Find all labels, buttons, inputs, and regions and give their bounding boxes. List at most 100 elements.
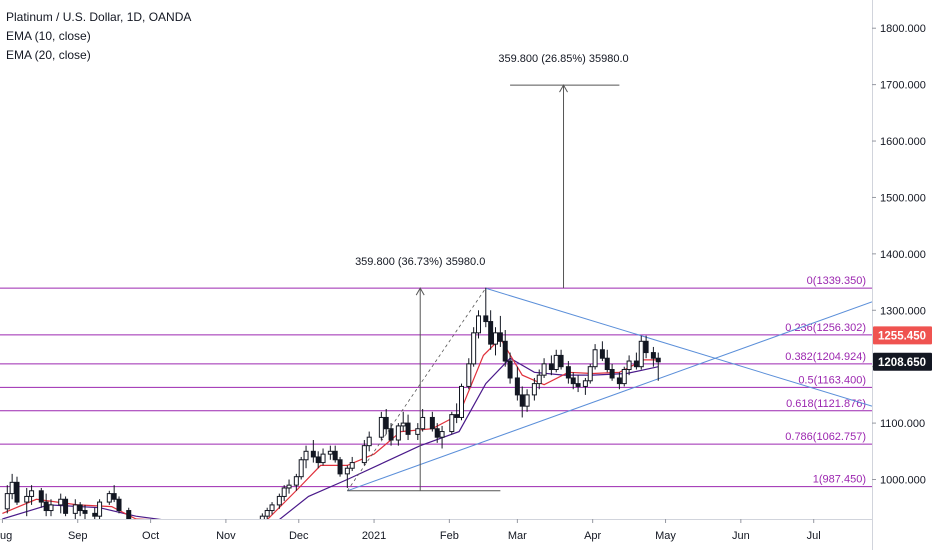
x-tick-label: Sep: [68, 530, 88, 542]
fib-level-label: 0.236(1256.302): [785, 322, 866, 334]
candle-body: [383, 416, 389, 430]
chart-legend: Platinum / U.S. Dollar, 1D, OANDA EMA (1…: [6, 8, 191, 65]
measure-dashed-line: [347, 287, 487, 492]
measure-arrowhead: [415, 287, 425, 296]
candle-body: [327, 450, 333, 455]
candle-body: [388, 428, 394, 441]
candle-body: [536, 374, 542, 385]
fib-level-label: 0.5(1163.400): [798, 374, 866, 386]
candle-body: [626, 360, 632, 371]
fib-level-label: 1(987.450): [813, 474, 866, 486]
candle-body: [58, 498, 64, 506]
candle-body: [420, 416, 426, 430]
fib-level-label: 0.786(1062.757): [785, 431, 866, 443]
y-tick-label: 1500.000: [880, 192, 926, 204]
candle-body: [558, 354, 564, 368]
price-tag: [873, 352, 932, 371]
candle-body: [476, 315, 482, 334]
x-tick-label: Jul: [807, 530, 821, 542]
candle-body: [286, 484, 292, 489]
candle-body: [502, 340, 508, 362]
candle-body: [111, 493, 117, 500]
candle-body: [43, 501, 49, 512]
ema20-legend[interactable]: EMA (20, close): [6, 48, 91, 62]
y-tick-label: 1000.000: [880, 475, 926, 487]
candle-body: [366, 436, 372, 447]
candle-body: [621, 369, 627, 385]
chart-title: Platinum / U.S. Dollar, 1D, OANDA: [6, 10, 192, 24]
candle-body: [92, 512, 98, 517]
x-tick-label: May: [655, 530, 676, 542]
candle-body: [276, 495, 282, 506]
fib-level-label: 0(1339.350): [807, 275, 866, 287]
candle-body: [29, 490, 35, 497]
y-tick-label: 1700.000: [880, 80, 926, 92]
x-tick-label: 2021: [362, 530, 386, 542]
candle-body: [643, 340, 649, 354]
measure-label: 359.800 (36.73%) 35980.0: [355, 256, 485, 268]
trendline: [347, 301, 872, 492]
plot-area: 0(1339.350) 0.236(1256.302) 0.382(1204.924…: [0, 53, 872, 530]
candle-body: [429, 416, 435, 430]
candle-body: [439, 431, 445, 438]
candle-body: [126, 510, 132, 519]
x-tick-label: Nov: [216, 530, 236, 542]
candle-body: [310, 450, 316, 458]
candle-body: [459, 385, 465, 418]
candle-body: [378, 416, 384, 438]
trendline: [485, 287, 872, 407]
candle-body: [77, 504, 83, 512]
candle-body: [565, 366, 571, 379]
candle-body: [497, 332, 503, 342]
candle-body: [548, 363, 554, 371]
candle-body: [344, 467, 350, 475]
candle-body: [582, 380, 588, 387]
candle-body: [570, 377, 576, 385]
candle-body: [281, 487, 287, 497]
candle-body: [82, 510, 88, 514]
price-tag-label: 1208.650: [878, 357, 926, 369]
candle-body: [315, 456, 321, 464]
candle-body: [638, 340, 644, 368]
candle-body: [616, 377, 622, 385]
candle-body: [349, 462, 355, 469]
candle-body: [650, 352, 656, 359]
candle-body: [361, 445, 367, 464]
candle-body: [48, 504, 54, 512]
candle-body: [14, 481, 20, 503]
candle-body: [9, 481, 15, 495]
candle-body: [507, 360, 513, 379]
candle-body: [454, 414, 460, 418]
candle-body: [63, 498, 69, 514]
candle-body: [519, 394, 525, 407]
y-tick-label: 1400.000: [880, 249, 926, 261]
y-tick-label: 1600.000: [880, 136, 926, 148]
candle-body: [337, 459, 343, 475]
candle-body: [488, 321, 494, 345]
ema10-legend[interactable]: EMA (10, close): [6, 29, 91, 43]
price-tag-label: 1255.450: [878, 330, 926, 342]
candle-body: [531, 383, 537, 396]
candle-body: [132, 522, 136, 530]
candle-body: [609, 369, 615, 379]
candle-body: [303, 450, 309, 461]
candle-body: [633, 360, 639, 368]
candle-body: [38, 490, 44, 503]
x-tick-label: Dec: [289, 530, 309, 542]
candle-body: [320, 453, 326, 464]
candle-body: [97, 501, 103, 517]
candle-body: [269, 504, 275, 512]
candle-body: [106, 493, 112, 503]
candle-body: [4, 493, 10, 510]
candle-body: [434, 428, 440, 438]
candle-body: [471, 332, 477, 365]
candle-body: [415, 428, 421, 435]
candle-body: [604, 357, 610, 371]
x-tick-label: Mar: [508, 530, 527, 542]
candle-body: [395, 425, 401, 441]
candle-body: [592, 349, 598, 368]
candle-body: [298, 459, 304, 478]
y-tick-label: 1800.000: [880, 23, 926, 35]
candle-body: [541, 363, 547, 376]
